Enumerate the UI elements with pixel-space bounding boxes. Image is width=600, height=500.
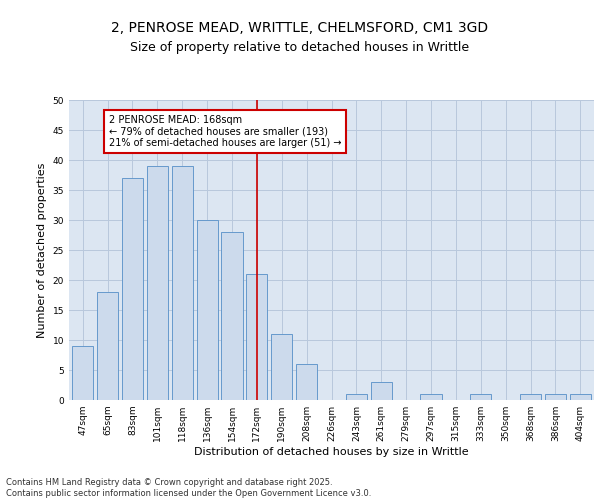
Text: 2, PENROSE MEAD, WRITTLE, CHELMSFORD, CM1 3GD: 2, PENROSE MEAD, WRITTLE, CHELMSFORD, CM… <box>112 20 488 34</box>
Bar <box>72 346 93 400</box>
Text: Size of property relative to detached houses in Writtle: Size of property relative to detached ho… <box>130 41 470 54</box>
Bar <box>371 382 392 400</box>
Bar <box>470 394 491 400</box>
Bar <box>520 394 541 400</box>
Bar <box>346 394 367 400</box>
X-axis label: Distribution of detached houses by size in Writtle: Distribution of detached houses by size … <box>194 447 469 457</box>
Bar <box>97 292 118 400</box>
Bar <box>147 166 168 400</box>
Bar <box>246 274 268 400</box>
Bar <box>172 166 193 400</box>
Bar <box>545 394 566 400</box>
Text: 2 PENROSE MEAD: 168sqm
← 79% of detached houses are smaller (193)
21% of semi-de: 2 PENROSE MEAD: 168sqm ← 79% of detached… <box>109 115 341 148</box>
Bar <box>221 232 242 400</box>
Bar <box>296 364 317 400</box>
Bar <box>122 178 143 400</box>
Bar <box>421 394 442 400</box>
Text: Contains HM Land Registry data © Crown copyright and database right 2025.
Contai: Contains HM Land Registry data © Crown c… <box>6 478 371 498</box>
Y-axis label: Number of detached properties: Number of detached properties <box>37 162 47 338</box>
Bar <box>197 220 218 400</box>
Bar <box>271 334 292 400</box>
Bar <box>570 394 591 400</box>
